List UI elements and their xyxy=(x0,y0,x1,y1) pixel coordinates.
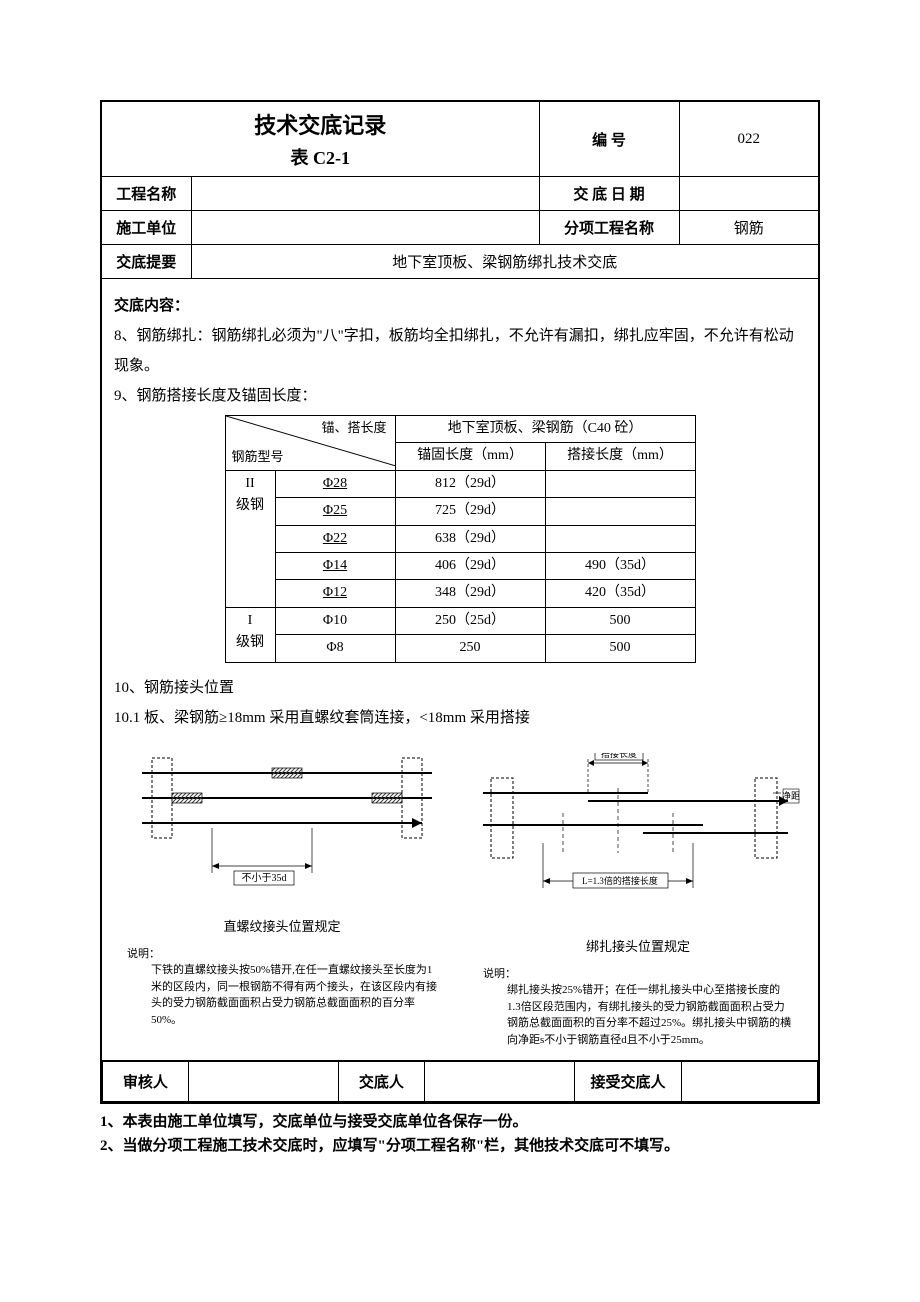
para-10-1: 10.1 板、梁钢筋≥18mm 采用直螺纹套筒连接，<18mm 采用搭接 xyxy=(114,703,806,733)
footnotes: 1、本表由施工单位填写，交底单位与接受交底单位各保存一份。 2、当做分项工程施工… xyxy=(100,1110,820,1158)
proj-name-value[interactable] xyxy=(191,177,539,211)
content-cell: 交底内容： 8、钢筋绑扎：钢筋绑扎必须为"八"字扣，板筋均全扣绑扎，不允许有漏扣… xyxy=(101,279,819,1061)
g1-l-3: 490（35d） xyxy=(545,552,695,579)
right-note: 说明： 绑扎接头按25%错开；在任一绑扎接头中心至搭接长度的1.3倍区段范围内，… xyxy=(473,966,803,1049)
right-caption: 绑扎接头位置规定 xyxy=(473,934,803,960)
col2-header: 地下室顶板、梁钢筋（C40 砼） xyxy=(395,416,695,443)
document-table: 技术交底记录 表 C2-1 编 号 022 工程名称 交 底 日 期 施工单位 … xyxy=(100,100,820,1104)
diag-bot: 钢筋型号 xyxy=(232,447,284,468)
g1-a-1: 725（29d） xyxy=(395,498,545,525)
receiver-label: 接受交底人 xyxy=(574,1062,681,1102)
g1-l-1 xyxy=(545,498,695,525)
para-9: 9、钢筋搭接长度及锚固长度： xyxy=(114,381,806,411)
title-cell: 技术交底记录 表 C2-1 xyxy=(101,101,539,177)
diagram-row: 不小于35d 直螺纹接头位置规定 说明： 下铁的直螺纹接头按50%错开,在任一直… xyxy=(114,753,806,1049)
group1-label: II 级钢 xyxy=(225,470,275,607)
content-heading: 交底内容： xyxy=(114,291,806,321)
submitter-value[interactable] xyxy=(424,1062,574,1102)
g1-a-3: 406（29d） xyxy=(395,552,545,579)
unit-value[interactable] xyxy=(191,211,539,245)
left-dim-label: 不小于35d xyxy=(242,872,287,884)
g1-d-3: Φ14 xyxy=(275,552,395,579)
g1-a-0: 812（29d） xyxy=(395,470,545,497)
group2-label: I 级钢 xyxy=(225,607,275,662)
right-side-label: 净距 xyxy=(782,790,800,801)
left-diagram-svg: 不小于35d xyxy=(122,753,442,893)
right-note-title: 说明： xyxy=(483,968,516,980)
g2-a-0: 250（25d） xyxy=(395,607,545,634)
right-bot-label: L=1.3倍的搭接长度 xyxy=(582,875,658,886)
footnote-2: 2、当做分项工程施工技术交底时，应填写"分项工程名称"栏，其他技术交底可不填写。 xyxy=(100,1134,820,1158)
date-value[interactable] xyxy=(679,177,819,211)
submitter-label: 交底人 xyxy=(338,1062,424,1102)
bianhao-value: 022 xyxy=(679,101,819,177)
title-main: 技术交底记录 xyxy=(110,108,531,140)
g1-l-0 xyxy=(545,470,695,497)
g1-a-2: 638（29d） xyxy=(395,525,545,552)
left-note-title: 说明： xyxy=(127,948,160,960)
subproj-value: 钢筋 xyxy=(679,211,819,245)
proj-name-label: 工程名称 xyxy=(101,177,191,211)
right-top-label: 搭接长度 xyxy=(601,753,637,759)
col-lap: 搭接长度（mm） xyxy=(545,443,695,470)
para-10: 10、钢筋接头位置 xyxy=(114,673,806,703)
col-anchor: 锚固长度（mm） xyxy=(395,443,545,470)
g1-a-4: 348（29d） xyxy=(395,580,545,607)
left-note: 说明： 下铁的直螺纹接头按50%错开,在任一直螺纹接头至长度为1米的区段内，同一… xyxy=(117,946,447,1029)
g2-l-0: 500 xyxy=(545,607,695,634)
right-note-body: 绑扎接头按25%错开；在任一绑扎接头中心至搭接长度的1.3倍区段范围内，有绑扎接… xyxy=(483,982,793,1048)
reviewer-label: 审核人 xyxy=(103,1062,189,1102)
g1-d-2: Φ22 xyxy=(275,525,395,552)
reviewer-value[interactable] xyxy=(188,1062,338,1102)
diag-top: 锚、搭长度 xyxy=(321,418,386,439)
g1-d-0: Φ28 xyxy=(275,470,395,497)
left-caption: 直螺纹接头位置规定 xyxy=(117,914,447,940)
tiyao-label: 交底提要 xyxy=(101,245,191,279)
g2-a-1: 250 xyxy=(395,635,545,662)
signoff-row: 审核人 交底人 接受交底人 xyxy=(101,1061,819,1104)
subproj-label: 分项工程名称 xyxy=(539,211,679,245)
left-note-body: 下铁的直螺纹接头按50%错开,在任一直螺纹接头至长度为1米的区段内，同一根钢筋不… xyxy=(127,962,437,1028)
g2-d-1: Φ8 xyxy=(275,635,395,662)
unit-label: 施工单位 xyxy=(101,211,191,245)
date-label: 交 底 日 期 xyxy=(539,177,679,211)
g2-d-0: Φ10 xyxy=(275,607,395,634)
tiyao-value: 地下室顶板、梁钢筋绑扎技术交底 xyxy=(191,245,819,279)
right-diagram-svg: 搭接长度 xyxy=(473,753,803,913)
g1-d-1: Φ25 xyxy=(275,498,395,525)
para-8: 8、钢筋绑扎：钢筋绑扎必须为"八"字扣，板筋均全扣绑扎，不允许有漏扣，绑扎应牢固… xyxy=(114,321,806,381)
title-sub: 表 C2-1 xyxy=(110,144,531,170)
diag-header: 锚、搭长度 钢筋型号 xyxy=(225,416,395,471)
bianhao-label: 编 号 xyxy=(539,101,679,177)
anchor-length-table: 锚、搭长度 钢筋型号 地下室顶板、梁钢筋（C40 砼） 锚固长度（mm） 搭接长… xyxy=(225,415,696,663)
left-diagram: 不小于35d 直螺纹接头位置规定 说明： 下铁的直螺纹接头按50%错开,在任一直… xyxy=(117,753,447,1049)
g2-l-1: 500 xyxy=(545,635,695,662)
footnote-1: 1、本表由施工单位填写，交底单位与接受交底单位各保存一份。 xyxy=(100,1110,820,1134)
receiver-value[interactable] xyxy=(682,1062,818,1102)
g1-l-2 xyxy=(545,525,695,552)
g1-d-4: Φ12 xyxy=(275,580,395,607)
g1-l-4: 420（35d） xyxy=(545,580,695,607)
right-diagram: 搭接长度 xyxy=(473,753,803,1049)
